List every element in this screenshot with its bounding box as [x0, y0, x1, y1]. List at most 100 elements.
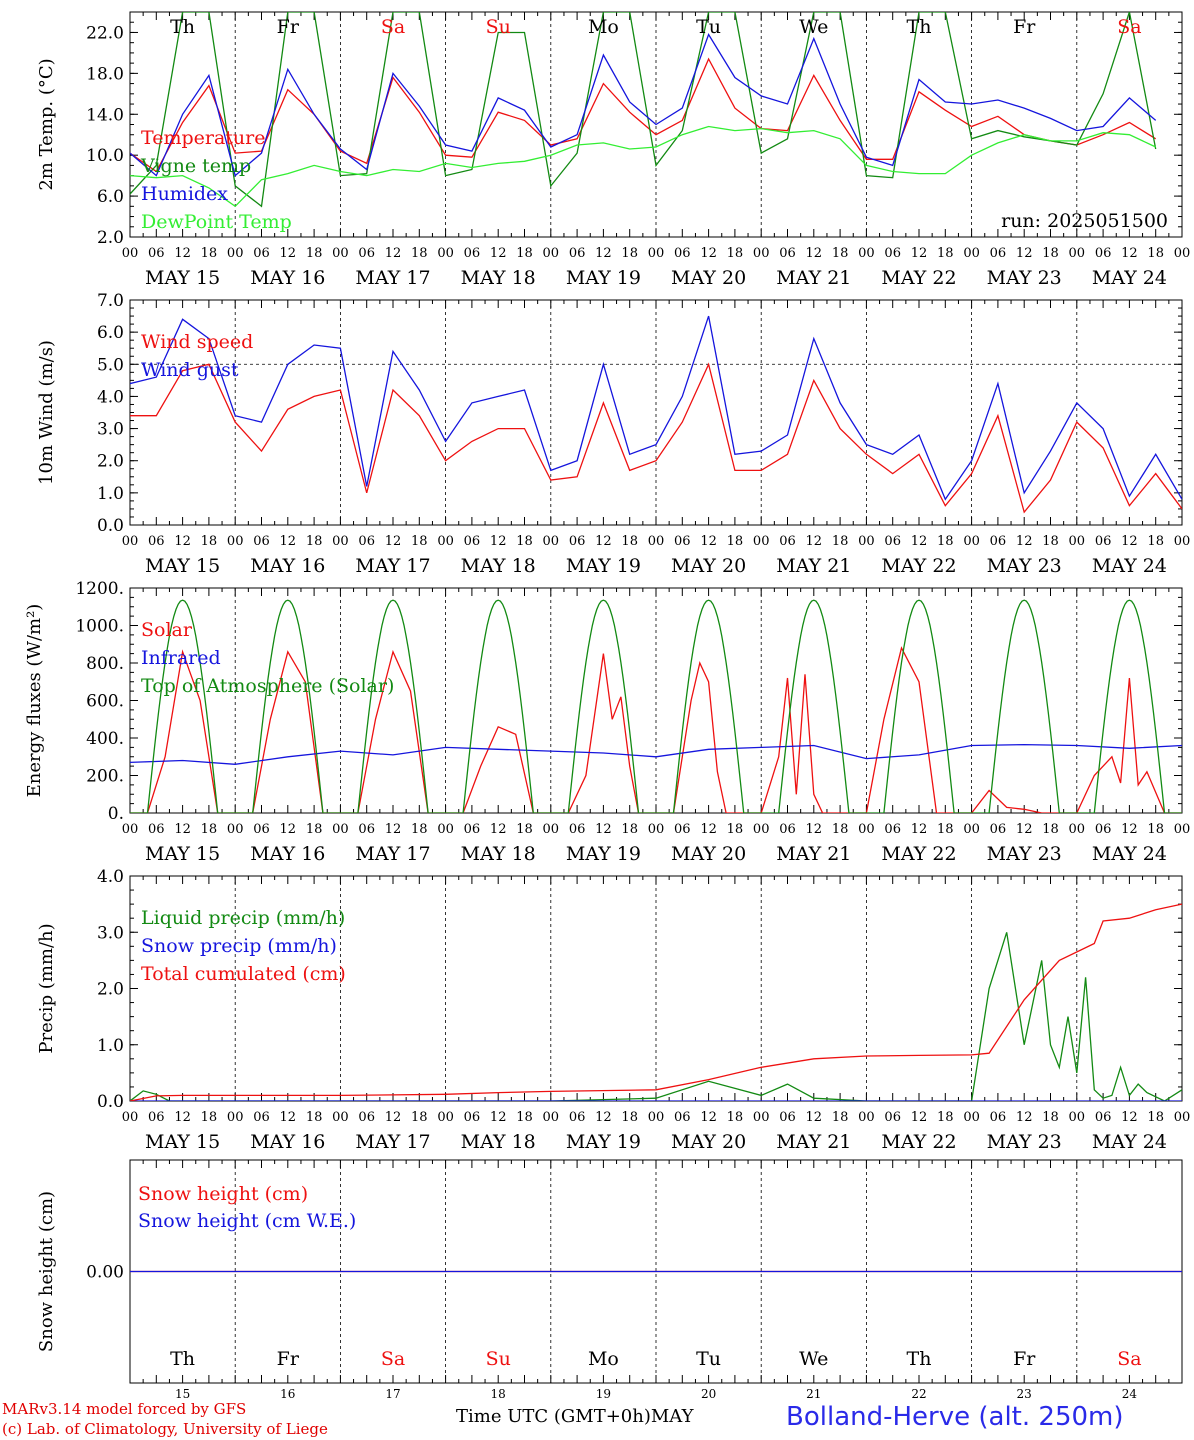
hour-tick-label: 00: [963, 534, 980, 549]
hour-tick-label: 18: [516, 822, 533, 837]
hour-tick-label: 12: [385, 1110, 402, 1125]
day-number: 18: [491, 1387, 506, 1401]
weekday-label: Sa: [381, 1348, 405, 1370]
hour-tick-label: 00: [648, 822, 665, 837]
x-axis-title: Time UTC (GMT+0h)MAY: [456, 1406, 693, 1427]
hour-tick-label: 12: [174, 822, 191, 837]
hour-tick-label: 18: [306, 1110, 323, 1125]
series-line-total-cumulated-cm-: [130, 903, 1182, 1101]
hour-tick-label: 18: [832, 1110, 849, 1125]
hour-tick-label: 06: [990, 534, 1007, 549]
series-group: [130, 315, 1182, 514]
weekday-label: We: [799, 1348, 828, 1370]
hour-tick-label: 06: [884, 246, 901, 261]
hour-tick-label: 18: [306, 822, 323, 837]
hour-tick-label: 00: [437, 534, 454, 549]
date-label: MAY 15: [145, 843, 220, 865]
y-tick-label: 6.0: [97, 187, 124, 207]
hour-tick-label: 18: [201, 822, 218, 837]
hour-tick-label: 12: [700, 1110, 717, 1125]
hour-tick-label: 18: [1042, 246, 1059, 261]
day-number: 16: [280, 1387, 295, 1401]
hour-tick-label: 12: [1016, 246, 1033, 261]
hour-tick-label: 12: [1016, 1110, 1033, 1125]
weekday-label: Fr: [277, 1348, 300, 1370]
hour-tick-label: 18: [1147, 246, 1164, 261]
hour-tick-label: 00: [858, 534, 875, 549]
date-label: MAY 21: [776, 555, 851, 577]
hour-tick-label: 06: [1095, 822, 1112, 837]
hour-tick-label: 06: [148, 1110, 165, 1125]
hour-tick-label: 06: [674, 822, 691, 837]
y-tick-label: 800.: [86, 654, 124, 674]
series-line-liquid-precip-mm-h-: [130, 932, 1182, 1101]
hour-tick-label: 12: [1016, 822, 1033, 837]
y-tick-label: 0.0: [97, 1092, 124, 1112]
hour-tick-label: 12: [490, 534, 507, 549]
date-label: MAY 23: [987, 1131, 1062, 1153]
hour-tick-label: 18: [516, 246, 533, 261]
hour-tick-label: 12: [700, 822, 717, 837]
hour-tick-label: 18: [832, 246, 849, 261]
hour-tick-label: 12: [280, 822, 297, 837]
legend-entry: Liquid precip (mm/h): [141, 907, 345, 929]
date-label: MAY 16: [250, 267, 325, 289]
hour-tick-label: 06: [674, 246, 691, 261]
y-tick-label: 3.0: [97, 420, 124, 440]
series-group: [130, 903, 1182, 1101]
hour-tick-label: 12: [911, 1110, 928, 1125]
hour-tick-label: 00: [122, 534, 139, 549]
y-tick-label: 400.: [86, 729, 124, 749]
hour-tick-label: 06: [569, 534, 586, 549]
weekday-label: Sa: [1117, 16, 1141, 38]
date-label: MAY 22: [881, 1131, 956, 1153]
series-group: [130, 12, 1157, 208]
y-tick-label: 200.: [86, 767, 124, 787]
weekday-label: Mo: [588, 16, 619, 38]
date-label: MAY 18: [461, 1131, 536, 1153]
hour-tick-label: 12: [806, 1110, 823, 1125]
date-label: MAY 24: [1092, 555, 1167, 577]
hour-tick-label: 00: [1069, 822, 1086, 837]
hour-tick-label: 18: [937, 1110, 954, 1125]
hour-tick-label: 12: [806, 534, 823, 549]
hour-tick-label: 00: [963, 822, 980, 837]
hour-tick-label: 06: [1095, 246, 1112, 261]
hour-tick-label: 00: [227, 1110, 244, 1125]
day-number: 17: [385, 1387, 400, 1401]
hour-tick-label: 00: [858, 822, 875, 837]
weekday-label: Mo: [588, 1348, 619, 1370]
chart-panel-1: [129, 11, 1183, 238]
date-label: MAY 24: [1092, 843, 1167, 865]
hour-tick-label: 12: [1121, 1110, 1138, 1125]
hour-tick-label: 18: [1042, 534, 1059, 549]
hour-tick-label: 06: [1095, 534, 1112, 549]
day-number: 15: [175, 1387, 190, 1401]
y-tick-label: 2.0: [97, 980, 124, 1000]
credit-line-2: (c) Lab. of Climatology, University of L…: [2, 1420, 328, 1438]
y-axis-label: Energy fluxes (W/m²): [24, 604, 45, 798]
hour-tick-label: 06: [779, 1110, 796, 1125]
y-tick-label: 18.0: [86, 64, 124, 84]
hour-tick-label: 18: [411, 534, 428, 549]
hour-tick-label: 06: [148, 534, 165, 549]
hour-tick-label: 12: [280, 1110, 297, 1125]
hour-tick-label: 00: [648, 246, 665, 261]
date-label: MAY 24: [1092, 267, 1167, 289]
series-line-humidex: [130, 33, 1157, 177]
hour-tick-label: 06: [148, 822, 165, 837]
hour-tick-label: 12: [911, 246, 928, 261]
hour-tick-label: 00: [1174, 1110, 1191, 1125]
hour-tick-label: 06: [884, 822, 901, 837]
hour-tick-label: 12: [911, 822, 928, 837]
y-tick-label: 2.0: [97, 228, 124, 248]
date-label: MAY 17: [355, 1131, 430, 1153]
hour-tick-label: 00: [437, 1110, 454, 1125]
weekday-label: Sa: [1117, 1348, 1141, 1370]
x-axis-title-text: Time UTC (GMT+0h): [456, 1406, 651, 1427]
credit-line-1: MARv3.14 model forced by GFS: [2, 1400, 247, 1418]
hour-tick-label: 00: [227, 822, 244, 837]
hour-tick-label: 06: [358, 534, 375, 549]
date-label: MAY 23: [987, 843, 1062, 865]
date-label: MAY 17: [355, 843, 430, 865]
